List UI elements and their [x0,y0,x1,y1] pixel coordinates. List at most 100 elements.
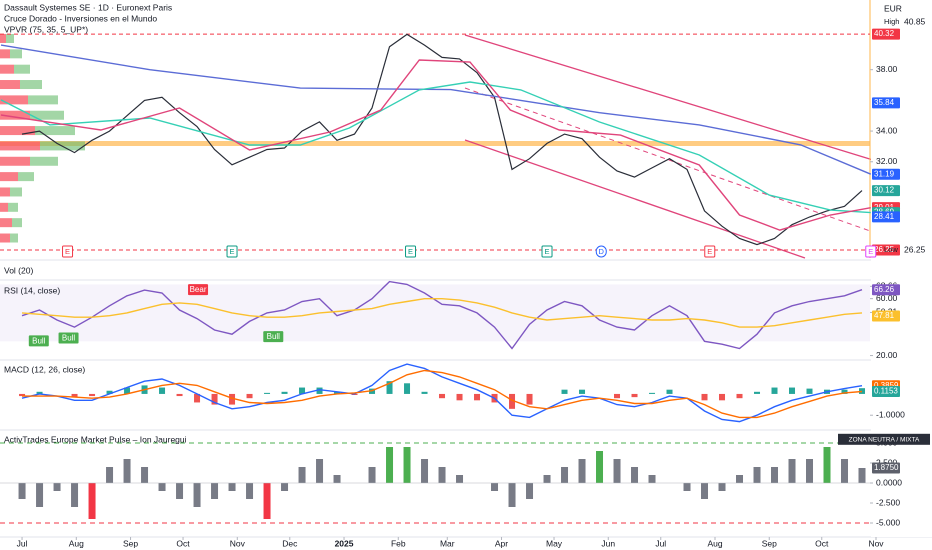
vpvr-down [0,49,10,59]
bar [806,459,814,483]
event-marker [704,245,716,258]
vpvr-up [35,126,75,136]
low-value: 26.25 [904,244,926,254]
bar [228,483,236,491]
bar [491,483,499,491]
y-tick-label: 60.00 [876,293,898,303]
x-tick-label: Nov [230,538,246,548]
price-tag-label: 40.32 [874,29,895,38]
event-marker [541,245,553,258]
signal-tag [263,331,284,343]
zone-label: ZONA NEUTRA / MIXTA [849,437,920,444]
series-line [0,59,871,231]
histogram-bar [701,393,708,401]
event-label: E [230,247,235,256]
bar [736,475,744,483]
vpvr-up [28,95,58,105]
histogram-bar [841,389,848,394]
histogram-bar [806,388,813,394]
bar [386,447,394,483]
histogram-bar [614,393,621,399]
bar [701,483,709,499]
histogram-bar [334,391,341,394]
signal-tag [28,335,49,347]
histogram-bar [106,390,113,394]
histogram-bar [386,381,393,394]
vpvr-up [20,80,42,90]
x-tick-label: Sep [762,538,777,548]
bar [561,467,569,483]
x-tick-label: Oct [176,538,190,548]
vpvr-down [0,202,8,212]
vpvr-down [0,187,10,197]
vpvr-down [0,33,6,43]
vpvr-down [0,233,10,243]
bar [543,475,551,483]
vpvr-up [10,49,22,59]
event-label: E [545,247,550,256]
event-marker [865,245,877,258]
histogram-bar [176,393,183,397]
vpvr-down [0,110,30,120]
histogram-bar [316,387,323,394]
vpvr-up [6,33,14,43]
signal-tag [58,332,79,344]
bar [718,483,726,491]
signal-label: Bear [190,285,207,294]
series-line [22,369,863,419]
y-tick-label: -5.000 [876,517,900,527]
bar [281,483,289,491]
x-tick-label: Nov [868,538,884,548]
bar [368,467,376,483]
x-tick-label: Aug [69,538,84,548]
bar [823,447,831,483]
price-tag [872,310,900,322]
bar [333,475,341,483]
bar [788,459,796,483]
x-tick-label: Mar [440,538,455,548]
series-line [0,44,872,175]
histogram-bar [264,392,271,394]
support-band [0,141,870,146]
bar [648,475,656,483]
bar [631,467,639,483]
bar [18,483,26,499]
event-marker [62,245,74,258]
vpvr-down [0,172,18,182]
vpvr-down [0,95,28,105]
histogram-bar [736,393,743,399]
bar [106,467,114,483]
price-axis-bg [871,0,932,537]
vpvr-up [10,233,18,243]
event-label: E [408,247,413,256]
histogram-bar [631,393,638,398]
x-tick-label: May [546,538,563,548]
x-tick-label: Oct [815,538,829,548]
vpvr-up [10,187,22,197]
histogram-bar [666,389,673,394]
bar [141,467,149,483]
bar [526,483,534,499]
bar [53,483,61,491]
series-line [21,363,863,423]
price-tag-label: 35.84 [874,98,895,107]
price-tag [872,385,900,397]
bar [456,475,464,483]
indicator-label: VPVR (75, 35, 5_UP*) [4,24,88,34]
series-line [21,280,863,350]
histogram-bar [561,389,568,394]
y-tick-label: 34.00 [876,125,898,135]
x-tick-label: Jul [17,538,28,548]
histogram-bar [404,383,411,394]
event-marker [405,245,417,258]
histogram-bar [474,393,481,401]
histogram-bar [89,393,96,397]
histogram-bar [509,393,516,409]
event-label: E [65,247,70,256]
signal-label: Bull [32,336,46,345]
price-tag-label: 30.12 [874,186,895,195]
histogram-bar [754,391,761,394]
series-line [21,298,863,328]
price-tag-label: 66.26 [874,285,895,294]
